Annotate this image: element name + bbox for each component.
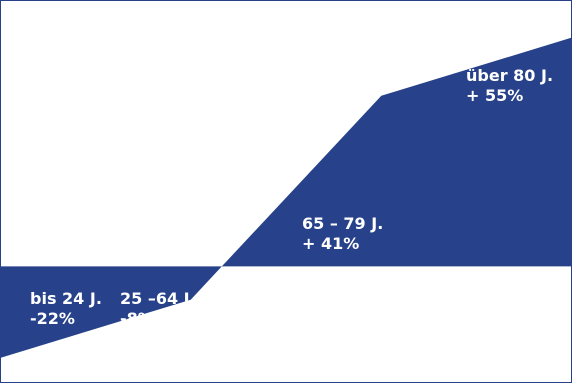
category-label-group-4: über 80 J. + 55% [466,66,553,106]
category-label-group-1: bis 24 J. -22% [30,289,102,329]
value-label: -22% [30,309,75,328]
category-label-group-3: 65 – 79 J. + 41% [302,214,383,254]
category-label: über 80 J. [466,66,554,85]
positive-change-area [221,37,572,267]
value-label: + 41% [302,234,360,253]
value-label: -8% [120,309,154,328]
category-label: 25 –64 J. [120,289,196,308]
value-label: + 55% [466,86,524,105]
category-label: 65 – 79 J. [302,214,384,233]
category-label: bis 24 J. [30,289,102,308]
negative-change-area [0,266,222,358]
category-label-group-2: 25 –64 J. -8% [120,289,196,329]
